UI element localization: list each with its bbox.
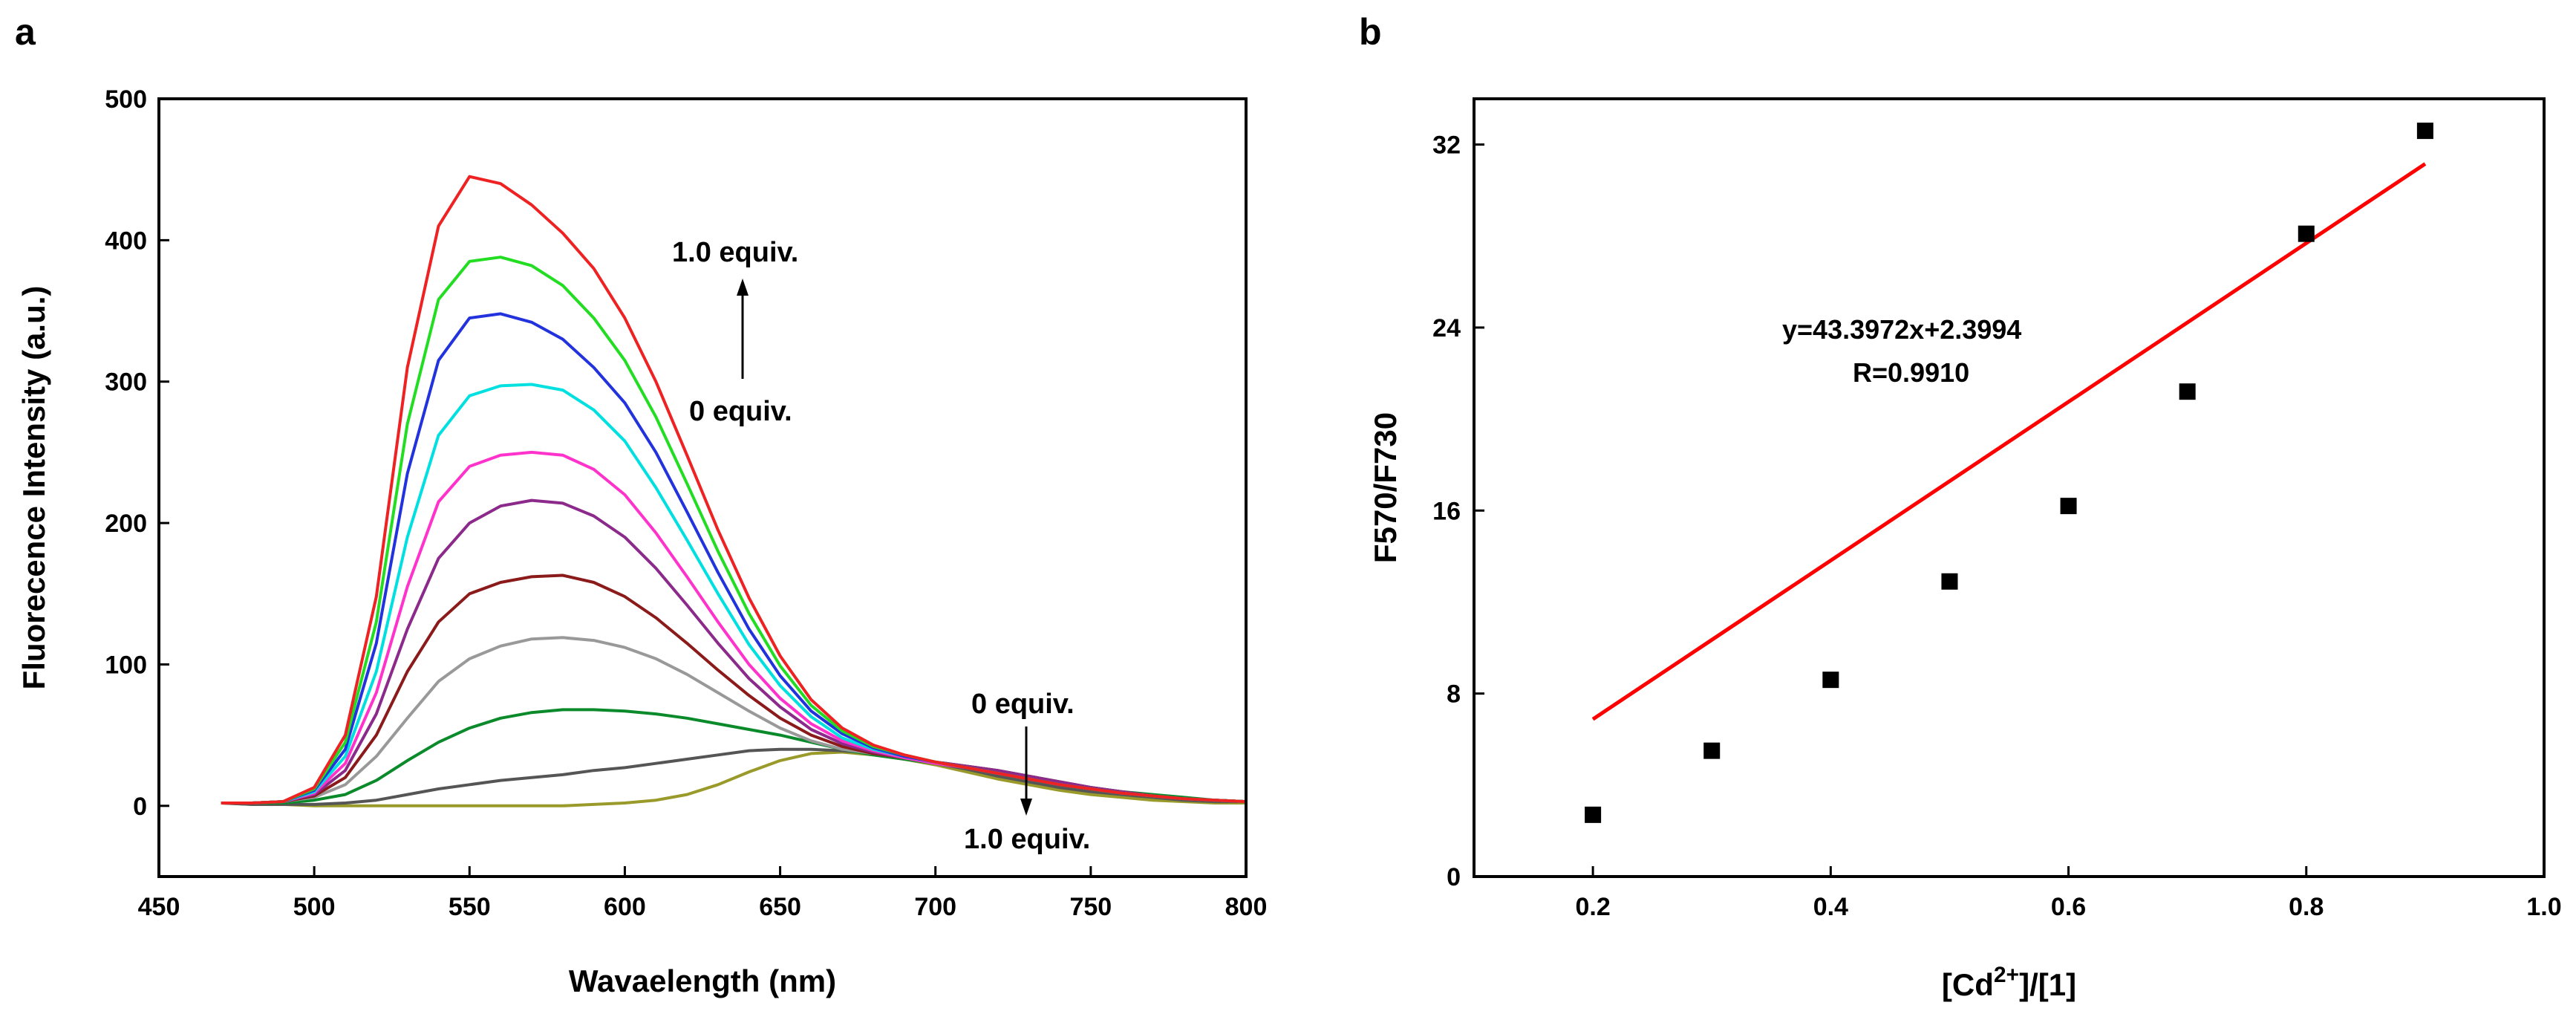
y-tick-label-a: 100: [105, 651, 147, 679]
x-axis-title-b: [Cd2+]/[1]: [1942, 963, 2076, 1002]
data-point: [2060, 498, 2077, 515]
y-axis-ticks-b: 0 8 16 24 32: [1432, 131, 1484, 891]
fit-r-value: R=0.9910: [1853, 357, 1969, 388]
panel-label-b: b: [1359, 11, 1382, 53]
spectrum-line-10: [221, 175, 1247, 804]
x-axis-ticks-b: 0.2 0.4 0.6 0.8 1.0: [1575, 866, 2562, 921]
y-tick-label-b: 0: [1447, 863, 1461, 891]
chart-panel-b: 0.2 0.4 0.6 0.8 1.0 0 8 16 24 32 y=43.3972x+2.39…: [1368, 97, 2562, 1002]
y-axis-title-a: Fluorecence Intensity (a.u.): [16, 286, 51, 690]
scatter-points: [1585, 123, 2433, 823]
annotation-up-bottom: 0 equiv.: [689, 396, 792, 427]
data-point: [1703, 742, 1721, 759]
x-tick-label-b: 0.8: [2289, 893, 2324, 921]
y-tick-label-a: 0: [133, 793, 147, 821]
fit-line: [1591, 162, 2427, 721]
data-point: [1822, 672, 1839, 689]
y-tick-label-a: 200: [105, 510, 147, 538]
x-title-pre: [Cd: [1942, 967, 1994, 1002]
y-axis-ticks-a: 0 100 200 300 400 500: [105, 85, 169, 821]
annotation-up-top: 1.0 equiv.: [672, 237, 798, 268]
x-title-sup: 2+: [1994, 963, 2019, 987]
data-point: [2298, 225, 2315, 242]
x-title-post: ]/[1]: [2019, 967, 2076, 1002]
spectra-curves: [221, 175, 1247, 807]
data-point: [1585, 806, 1602, 823]
x-tick-label-a: 700: [914, 893, 956, 921]
spectrum-line-5: [221, 498, 1247, 804]
annotation-down-top: 0 equiv.: [971, 689, 1075, 720]
spectrum-line-0: [221, 750, 1246, 807]
spectrum-line-1: [221, 747, 1246, 806]
plot-frame-a: [157, 97, 1248, 878]
spectrum-line-7: [221, 383, 1247, 804]
data-point: [2179, 383, 2196, 400]
arrow-down: [1020, 726, 1032, 816]
annotation-down-bottom: 1.0 equiv.: [964, 824, 1090, 855]
spectrum-line-9: [221, 256, 1247, 804]
y-tick-label-a: 400: [105, 227, 147, 255]
x-axis-title-a: Wavaelength (nm): [569, 963, 836, 998]
y-tick-label-b: 24: [1432, 314, 1461, 342]
x-tick-label-a: 650: [759, 893, 801, 921]
y-tick-label-a: 300: [105, 368, 147, 397]
x-tick-label-b: 0.2: [1575, 893, 1610, 921]
y-tick-label-a: 500: [105, 85, 147, 114]
panel-label-a: a: [15, 11, 36, 53]
arrow-up: [737, 279, 749, 379]
x-tick-label-b: 0.4: [1813, 893, 1848, 921]
y-tick-label-b: 32: [1432, 131, 1461, 160]
plot-frame-b: [1473, 97, 2546, 878]
x-tick-label-a: 600: [604, 893, 646, 921]
x-tick-label-a: 450: [138, 893, 180, 921]
x-tick-label-b: 0.6: [2051, 893, 2086, 921]
x-tick-label-a: 550: [449, 893, 491, 921]
x-tick-label-b: 1.0: [2526, 893, 2561, 921]
fit-equation: y=43.3972x+2.3994: [1782, 314, 2021, 345]
y-tick-label-b: 16: [1432, 497, 1461, 525]
data-point: [2416, 123, 2433, 140]
x-axis-ticks-a: 450 500 550 600 650 700 750 800: [138, 866, 1268, 921]
y-tick-label-b: 8: [1447, 680, 1461, 709]
y-axis-title-b: F570/F730: [1368, 412, 1403, 563]
spectrum-line-8: [221, 312, 1247, 804]
x-tick-label-a: 800: [1225, 893, 1268, 921]
x-tick-label-a: 750: [1069, 893, 1112, 921]
x-tick-label-a: 500: [293, 893, 336, 921]
chart-panel-a: 450 500 550 600 650 700 750 800 0 100 200 300 400 50…: [16, 85, 1267, 998]
data-point: [1941, 573, 1958, 590]
